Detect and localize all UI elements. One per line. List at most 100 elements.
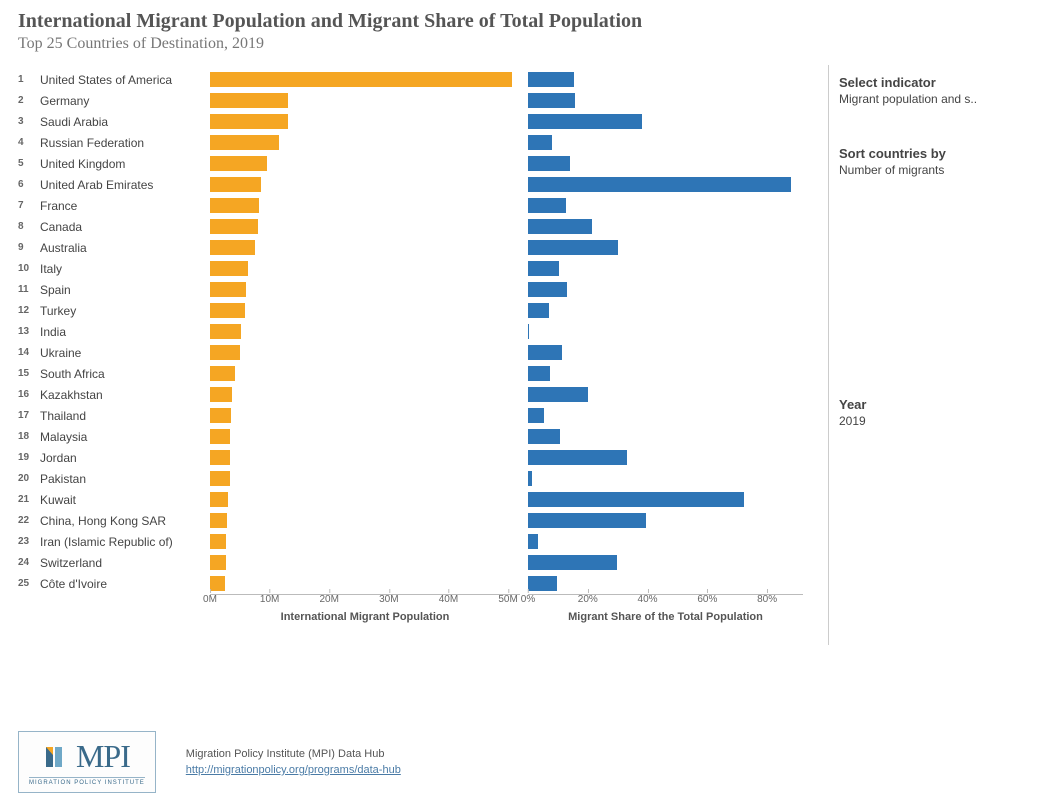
- bar-cell-share: [528, 573, 803, 594]
- bar-population[interactable]: [210, 114, 288, 129]
- bar-share[interactable]: [528, 408, 544, 423]
- bar-share[interactable]: [528, 555, 617, 570]
- bar-cell-population: [210, 405, 520, 426]
- bar-cell-share: [528, 300, 803, 321]
- rank-cell: 22: [18, 515, 40, 526]
- country-cell: United Kingdom: [40, 157, 210, 171]
- bar-population[interactable]: [210, 576, 225, 591]
- data-row: 2Germany: [18, 90, 820, 111]
- bar-population[interactable]: [210, 177, 261, 192]
- bar-population[interactable]: [210, 345, 240, 360]
- bar-share[interactable]: [528, 219, 592, 234]
- bar-share[interactable]: [528, 114, 642, 129]
- bar-share[interactable]: [528, 366, 550, 381]
- bar-population[interactable]: [210, 450, 230, 465]
- data-row: 13India: [18, 321, 820, 342]
- bar-population[interactable]: [210, 324, 241, 339]
- bar-share[interactable]: [528, 72, 574, 87]
- data-row: 11Spain: [18, 279, 820, 300]
- bar-share[interactable]: [528, 282, 567, 297]
- data-row: 25Côte d'Ivoire: [18, 573, 820, 594]
- bar-share[interactable]: [528, 177, 791, 192]
- mpi-logo[interactable]: MPI MIGRATION POLICY INSTITUTE: [18, 731, 156, 793]
- footer-link[interactable]: http://migrationpolicy.org/programs/data…: [186, 764, 401, 776]
- bar-population[interactable]: [210, 240, 255, 255]
- year-select[interactable]: 2019: [839, 414, 1033, 428]
- rank-cell: 1: [18, 74, 40, 85]
- bar-population[interactable]: [210, 492, 228, 507]
- bar-cell-share: [528, 321, 803, 342]
- axis-tick: 0%: [521, 594, 535, 605]
- bar-cell-population: [210, 426, 520, 447]
- bar-share[interactable]: [528, 450, 627, 465]
- bar-population[interactable]: [210, 408, 231, 423]
- bar-share[interactable]: [528, 261, 559, 276]
- country-cell: Pakistan: [40, 472, 210, 486]
- x-axis-left: International Migrant Population 0M10M20…: [210, 594, 520, 623]
- country-cell: Canada: [40, 220, 210, 234]
- bar-cell-population: [210, 216, 520, 237]
- indicator-select[interactable]: Migrant population and s..: [839, 92, 1033, 106]
- country-cell: Kuwait: [40, 493, 210, 507]
- bar-cell-population: [210, 447, 520, 468]
- bar-population[interactable]: [210, 72, 512, 87]
- bar-population[interactable]: [210, 135, 279, 150]
- data-row: 10Italy: [18, 258, 820, 279]
- bar-share[interactable]: [528, 198, 566, 213]
- data-row: 15South Africa: [18, 363, 820, 384]
- x-axis-right-label: Migrant Share of the Total Population: [528, 611, 803, 623]
- bar-population[interactable]: [210, 303, 245, 318]
- bar-population[interactable]: [210, 261, 248, 276]
- bar-population[interactable]: [210, 534, 226, 549]
- bar-population[interactable]: [210, 366, 235, 381]
- country-cell: Switzerland: [40, 556, 210, 570]
- bar-share[interactable]: [528, 387, 588, 402]
- bar-cell-population: [210, 531, 520, 552]
- bar-share[interactable]: [528, 93, 575, 108]
- bar-cell-population: [210, 573, 520, 594]
- bar-share[interactable]: [528, 534, 538, 549]
- bar-population[interactable]: [210, 387, 232, 402]
- bar-population[interactable]: [210, 282, 246, 297]
- data-row: 21Kuwait: [18, 489, 820, 510]
- rank-cell: 13: [18, 326, 40, 337]
- bar-share[interactable]: [528, 135, 552, 150]
- sort-select[interactable]: Number of migrants: [839, 163, 1033, 177]
- bar-share[interactable]: [528, 576, 557, 591]
- bar-cell-population: [210, 552, 520, 573]
- bar-population[interactable]: [210, 429, 230, 444]
- bar-population[interactable]: [210, 219, 258, 234]
- bar-cell-share: [528, 468, 803, 489]
- data-row: 16Kazakhstan: [18, 384, 820, 405]
- bar-population[interactable]: [210, 513, 227, 528]
- sort-label: Sort countries by: [839, 146, 1033, 161]
- bar-share[interactable]: [528, 156, 570, 171]
- rank-cell: 3: [18, 116, 40, 127]
- rank-cell: 7: [18, 200, 40, 211]
- bar-share[interactable]: [528, 240, 618, 255]
- data-row: 24Switzerland: [18, 552, 820, 573]
- bar-population[interactable]: [210, 156, 267, 171]
- bar-cell-share: [528, 69, 803, 90]
- bar-share[interactable]: [528, 303, 549, 318]
- bar-cell-population: [210, 300, 520, 321]
- bar-share[interactable]: [528, 492, 744, 507]
- bar-cell-share: [528, 489, 803, 510]
- bar-share[interactable]: [528, 429, 560, 444]
- country-cell: Jordan: [40, 451, 210, 465]
- rank-cell: 4: [18, 137, 40, 148]
- bar-cell-population: [210, 90, 520, 111]
- bar-population[interactable]: [210, 471, 230, 486]
- bar-share[interactable]: [528, 513, 646, 528]
- bar-cell-population: [210, 111, 520, 132]
- bar-share[interactable]: [528, 471, 532, 486]
- axis-tick: 20M: [319, 594, 338, 605]
- bar-population[interactable]: [210, 555, 226, 570]
- bar-cell-population: [210, 468, 520, 489]
- bar-population[interactable]: [210, 198, 259, 213]
- bar-share[interactable]: [528, 324, 529, 339]
- country-cell: France: [40, 199, 210, 213]
- country-cell: India: [40, 325, 210, 339]
- bar-population[interactable]: [210, 93, 288, 108]
- bar-share[interactable]: [528, 345, 562, 360]
